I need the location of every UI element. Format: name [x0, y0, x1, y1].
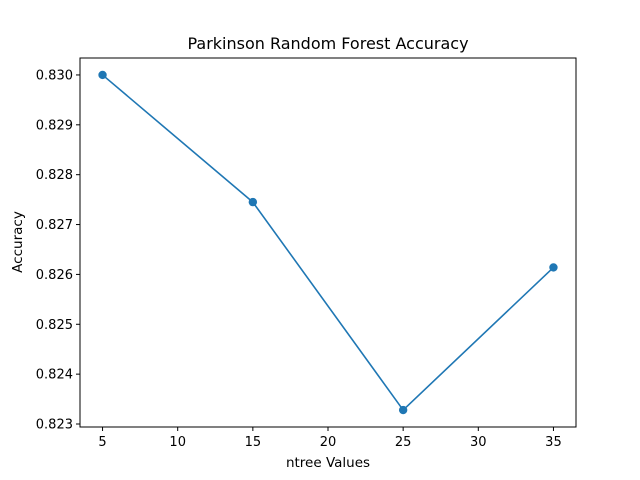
y-tick-label: 0.829: [36, 118, 73, 133]
data-point-marker: [98, 70, 107, 80]
y-tick-label: 0.823: [36, 418, 73, 433]
x-axis: 5 10 15 20 25 30 35: [98, 427, 562, 450]
plot-frame: [79, 57, 577, 428]
x-tick-label: 20: [320, 435, 337, 450]
plot-content: [98, 70, 558, 415]
y-tick-label: 0.830: [36, 68, 73, 83]
y-tick-label: 0.826: [36, 268, 73, 283]
x-tick-label: 25: [395, 435, 412, 450]
data-point-marker: [398, 405, 408, 415]
x-axis-title: ntree Values: [286, 455, 370, 471]
y-tick-label: 0.825: [36, 318, 73, 333]
y-tick-label: 0.828: [36, 168, 73, 183]
chart-title: Parkinson Random Forest Accuracy: [187, 34, 468, 53]
y-axis-title: Accuracy: [10, 211, 26, 273]
x-tick-label: 10: [169, 435, 186, 450]
x-tick-label: 5: [98, 435, 106, 450]
x-tick-label: 15: [245, 435, 262, 450]
data-point-marker: [549, 263, 558, 272]
data-point-marker: [248, 197, 258, 207]
y-tick-label: 0.824: [36, 368, 73, 383]
y-tick-label: 0.827: [36, 218, 73, 233]
x-tick-label: 30: [470, 435, 487, 450]
series-line: [102, 74, 555, 411]
y-axis: 0.823 0.824 0.825 0.826 0.827 0.828 0.829 0.830: [36, 68, 80, 433]
x-tick-label: 35: [545, 435, 562, 450]
